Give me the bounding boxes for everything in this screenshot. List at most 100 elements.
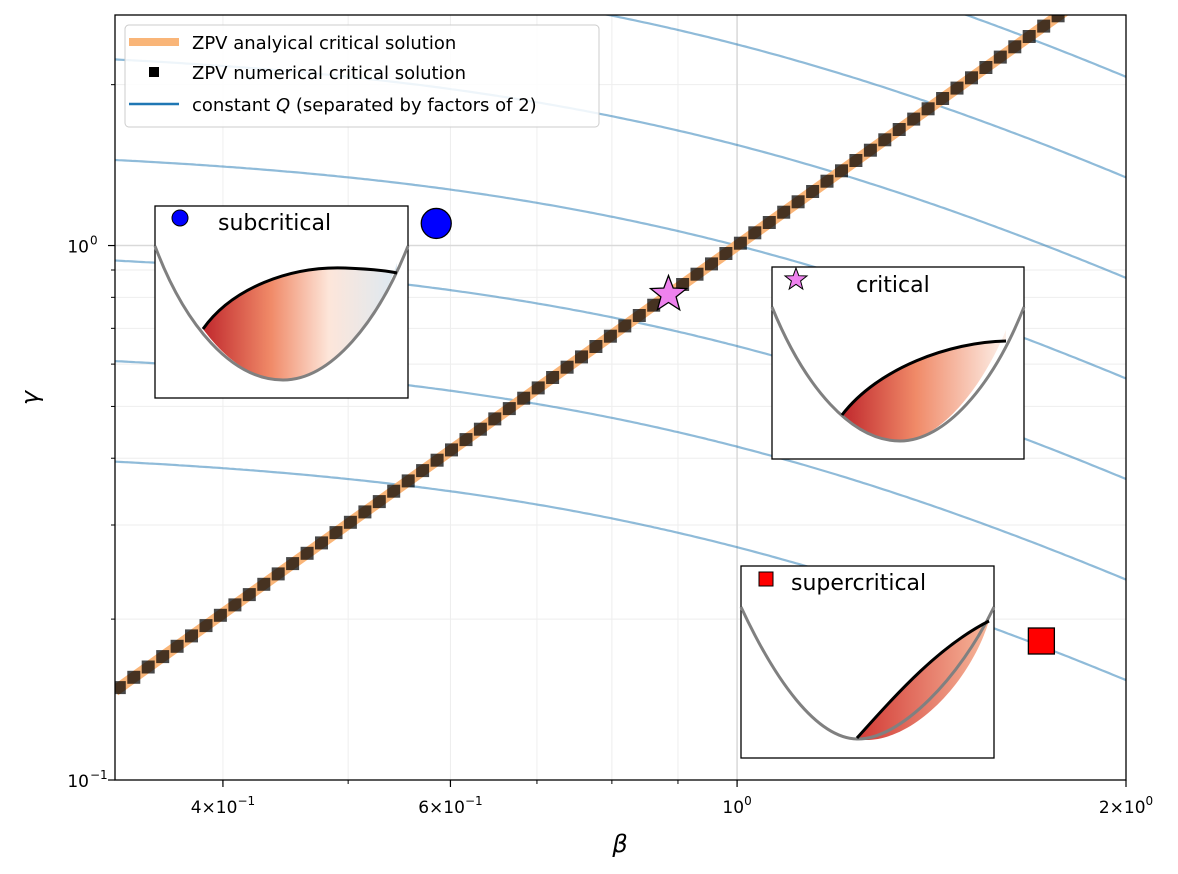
numerical-critical-marker xyxy=(777,205,791,219)
supercritical-point xyxy=(1027,627,1056,655)
legend-label-analytical: ZPV analyical critical solution xyxy=(192,33,456,54)
numerical-critical-marker xyxy=(315,536,328,550)
numerical-critical-marker xyxy=(156,650,170,664)
inset-supercritical: supercritical xyxy=(739,565,996,759)
numerical-critical-marker xyxy=(965,71,978,85)
critical-point xyxy=(648,273,689,312)
inset-label: subcritical xyxy=(218,211,331,236)
numerical-critical-marker xyxy=(618,319,632,333)
y-tick-label: 10 xyxy=(67,238,89,258)
numerical-critical-marker xyxy=(921,102,935,116)
numerical-critical-marker xyxy=(589,340,603,353)
inset-marker-circle xyxy=(171,209,189,227)
numerical-critical-marker xyxy=(907,112,921,126)
inset-marker-star xyxy=(783,266,809,291)
numerical-critical-marker xyxy=(445,443,458,457)
numerical-critical-marker xyxy=(271,567,285,581)
inset-solution-curve xyxy=(201,266,398,330)
inset-potential-curve xyxy=(739,606,996,741)
numerical-critical-marker xyxy=(329,526,343,540)
numerical-critical-marker xyxy=(979,61,993,74)
inset-fill xyxy=(842,330,1006,441)
numerical-critical-marker xyxy=(459,433,473,447)
numerical-critical-marker xyxy=(733,236,747,250)
numerical-critical-marker xyxy=(228,598,242,612)
numerical-critical-marker xyxy=(719,247,733,260)
inset-critical: critical xyxy=(770,266,1026,460)
numerical-critical-marker xyxy=(762,216,776,229)
numerical-critical-marker xyxy=(343,515,357,529)
numerical-critical-marker xyxy=(936,92,950,105)
numerical-critical-marker xyxy=(141,660,155,674)
plot-frame xyxy=(114,14,1127,781)
inset-label: critical xyxy=(856,273,930,298)
legend-box xyxy=(124,24,600,128)
numerical-critical-marker xyxy=(647,298,661,312)
numerical-critical-marker xyxy=(473,422,487,436)
x-tick-label: 2×100 xyxy=(1099,794,1153,818)
numerical-critical-marker xyxy=(257,577,271,591)
x-tick-label: 6×10−1 xyxy=(418,794,482,818)
numerical-critical-marker xyxy=(1066,0,1079,12)
numerical-critical-marker xyxy=(372,495,386,509)
y-tick-exponent: 0 xyxy=(90,234,98,248)
numerical-critical-marker xyxy=(748,226,762,240)
subcritical-point xyxy=(420,207,452,240)
numerical-critical-marker xyxy=(517,391,531,405)
numerical-critical-marker xyxy=(300,546,314,560)
numerical-critical-marker xyxy=(575,350,588,364)
numerical-critical-marker xyxy=(560,360,574,374)
legend-label-numerical: ZPV numerical critical solution xyxy=(192,63,466,84)
inset-marker-square xyxy=(758,571,774,587)
numerical-critical-marker xyxy=(632,309,646,322)
inset-potential-curve xyxy=(770,306,1026,443)
numerical-critical-marker xyxy=(213,608,227,622)
numerical-critical-marker xyxy=(1037,19,1051,33)
numerical-critical-marker xyxy=(1051,15,1065,23)
legend-swatch-numerical xyxy=(149,67,159,77)
numerical-critical-marker xyxy=(286,557,300,571)
numerical-critical-marker xyxy=(806,185,820,198)
numerical-critical-marker xyxy=(358,505,372,519)
inset-subcritical: subcritical xyxy=(153,205,410,399)
numerical-critical-marker xyxy=(1008,40,1022,54)
inset-solution-curve xyxy=(855,619,990,740)
numerical-critical-marker xyxy=(849,154,863,167)
y-axis-label: γ xyxy=(16,389,44,405)
y-tick-label: 10 xyxy=(67,772,89,792)
numerical-critical-marker xyxy=(993,50,1007,64)
numerical-critical-marker xyxy=(115,681,126,695)
numerical-critical-marker xyxy=(950,81,964,95)
numerical-critical-marker xyxy=(401,474,415,488)
inset-fill xyxy=(203,263,397,380)
numerical-critical-marker xyxy=(603,329,617,343)
numerical-critical-marker xyxy=(1081,0,1094,2)
contour-line xyxy=(603,15,1126,179)
numerical-critical-marker xyxy=(820,174,834,188)
inset-solution-curve xyxy=(840,339,1007,416)
x-tick-label: 100 xyxy=(722,794,751,818)
critical-solution-line xyxy=(115,0,1094,696)
numerical-critical-marker xyxy=(170,639,184,653)
numerical-critical-marker xyxy=(835,164,848,178)
numerical-critical-marker xyxy=(416,464,430,478)
numerical-critical-marker xyxy=(690,267,704,281)
legend: ZPV analyical critical solution ZPV nume… xyxy=(124,24,600,128)
numerical-critical-marker xyxy=(185,629,198,643)
numerical-critical-marker xyxy=(127,670,141,684)
inset-label: supercritical xyxy=(791,571,926,596)
numerical-critical-marker xyxy=(1022,30,1036,43)
numerical-critical-marker xyxy=(242,588,256,602)
x-tick-label: 4×10−1 xyxy=(191,794,255,818)
numerical-critical-marker xyxy=(791,195,805,209)
numerical-critical-marker xyxy=(502,402,516,416)
x-axis-label: β xyxy=(611,830,627,858)
numerical-critical-marker xyxy=(546,371,560,384)
numerical-critical-marker xyxy=(531,381,545,395)
numerical-critical-marker xyxy=(878,133,892,147)
regime-points xyxy=(420,207,1056,655)
numerical-critical-marker xyxy=(705,257,718,271)
numerical-critical-marker xyxy=(430,453,444,467)
